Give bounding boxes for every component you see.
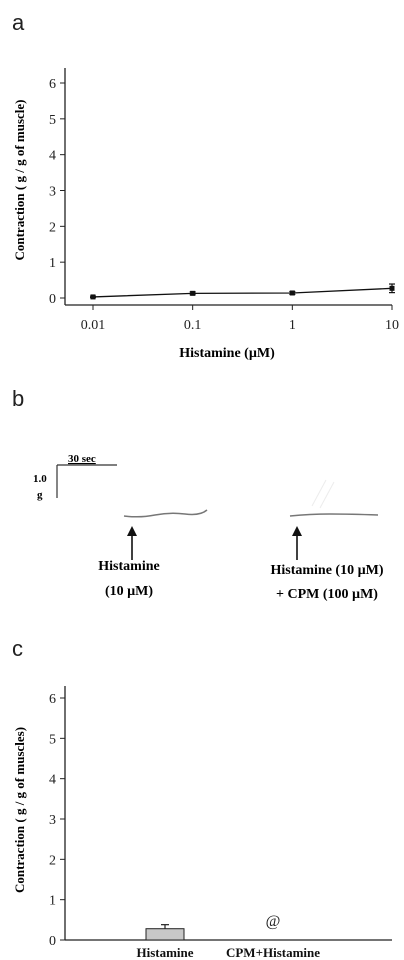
contraction-trace-panel: 30 sec 1.0 g Histamine (10 µM) Histamine… <box>33 453 384 602</box>
force-scale-value: 1.0 <box>33 473 47 485</box>
panel-label-c: c <box>12 636 23 661</box>
series-line <box>92 287 393 298</box>
category-label: Histamine <box>136 945 193 960</box>
trace-histamine <box>123 509 208 518</box>
stimulus-label-1-line1: Histamine <box>98 559 159 574</box>
panel-label-b: b <box>12 386 25 411</box>
stimulus-label-2-line2: + CPM (100 µM) <box>276 587 378 602</box>
stimulus-label-1-line2: (10 µM) <box>105 584 153 599</box>
x-tick-label: 0.01 <box>81 318 106 333</box>
trace-cpm-histamine <box>289 513 379 517</box>
data-point <box>190 290 196 296</box>
panel-label-a: a <box>12 10 25 35</box>
category-label: CPM+Histamine <box>226 945 320 960</box>
y-tick-label: 3 <box>49 813 56 828</box>
y-tick-label: 3 <box>49 185 56 200</box>
arrow-cpm-histamine <box>292 526 302 560</box>
data-point <box>389 285 395 291</box>
y-tick-label: 4 <box>49 149 56 164</box>
y-tick-label: 4 <box>49 773 56 788</box>
scan-artefact <box>319 481 335 509</box>
y-axis-label: Contraction ( g / g of muscle) <box>12 99 27 260</box>
dose-response-chart: 0 1 2 3 4 5 6 0.01 0.1 1 10 Contraction ( g / g of… <box>12 68 399 361</box>
stimulus-label-2-line1: Histamine (10 µM) <box>270 563 383 578</box>
y-tick-label: 0 <box>49 292 56 307</box>
y-tick-label: 2 <box>49 853 56 868</box>
x-tick-label: 1 <box>289 318 296 333</box>
y-tick-label: 6 <box>49 77 56 92</box>
y-tick-label: 5 <box>49 113 56 128</box>
significance-marker: @ <box>266 913 281 930</box>
bar <box>145 928 185 941</box>
y-tick-label: 0 <box>49 934 56 949</box>
data-point <box>289 290 295 296</box>
y-axis-label: Contraction ( g / g of muscles) <box>12 727 27 893</box>
bar-chart: 0 1 2 3 4 5 6 Histamine @ CPM+Histamine Contract… <box>12 686 392 960</box>
arrow-histamine <box>127 526 137 560</box>
y-tick-label: 6 <box>49 692 56 707</box>
force-scale-unit: g <box>37 489 43 501</box>
x-axis-label: Histamine (µM) <box>179 346 275 361</box>
x-tick-label: 0.1 <box>184 318 202 333</box>
y-tick-label: 5 <box>49 732 56 747</box>
data-point <box>90 294 96 300</box>
x-tick-label: 10 <box>385 318 399 333</box>
y-tick-label: 2 <box>49 220 56 235</box>
time-scale-label: 30 sec <box>68 453 96 465</box>
y-tick-label: 1 <box>49 256 56 271</box>
y-tick-label: 1 <box>49 894 56 909</box>
scan-artefact <box>311 479 327 507</box>
